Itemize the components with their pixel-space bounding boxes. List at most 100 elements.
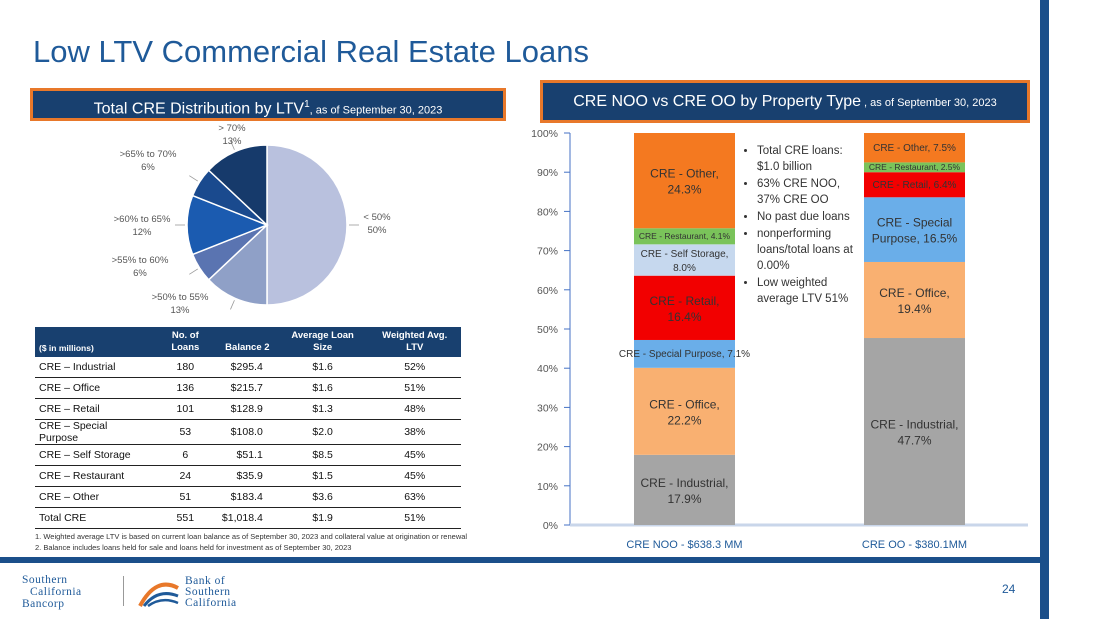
y-tick-label: 10% xyxy=(537,481,558,493)
pie-label: < 50% xyxy=(363,212,391,223)
pie-pct-label: 12% xyxy=(132,227,152,238)
table-row: CRE – Special Purpose 53 $108.0 $2.0 38% xyxy=(35,419,461,445)
table-row: CRE – Retail 101 $128.9 $1.3 48% xyxy=(35,398,461,420)
pie-slice xyxy=(186,194,270,256)
bar-segment-value: 24.3% xyxy=(667,183,701,197)
table-row: CRE – Industrial 180 $295.4 $1.6 52% xyxy=(35,357,461,378)
bottom-accent-bar xyxy=(0,557,1049,563)
pie-label: >60% to 65% xyxy=(114,214,171,225)
table-cell: $1.9 xyxy=(276,507,369,529)
pie-pct-label: 50% xyxy=(367,225,387,236)
bar-segment-label: CRE - Office, xyxy=(649,397,719,411)
bar-segment-label: CRE - Other, xyxy=(650,167,719,181)
pie-pct-label: 6% xyxy=(133,268,147,279)
table-cell: $2.0 xyxy=(276,419,369,445)
table-cell: CRE – Industrial xyxy=(35,357,153,378)
bar-segment-label: CRE - Industrial, xyxy=(640,476,728,490)
bar-banner-date: , as of September 30, 2023 xyxy=(861,97,997,109)
table-cell: $215.7 xyxy=(217,377,277,399)
y-tick-label: 80% xyxy=(537,206,558,218)
logo-right-line-3: California xyxy=(185,597,237,609)
logo-separator xyxy=(123,576,124,606)
table-cell: CRE – Retail xyxy=(35,398,153,420)
pie-slice xyxy=(207,223,268,306)
bar-segment-label: CRE - Other, 7.5% xyxy=(873,143,956,154)
table-cell: CRE – Special Purpose xyxy=(35,419,153,445)
bar-segment-value: 8.0% xyxy=(673,263,696,274)
pie-leader-line xyxy=(189,268,198,275)
bar-segment xyxy=(864,338,965,525)
table-cell: 45% xyxy=(368,444,461,466)
footnote-1: 1. Weighted average LTV is based on curr… xyxy=(35,532,468,541)
logo-left-line-1: Southern xyxy=(22,574,68,586)
table-cell: $128.9 xyxy=(217,398,277,420)
table-header-cell: Weighted Avg. LTV xyxy=(368,327,461,357)
logo-right-line-1: Bank of xyxy=(185,575,226,587)
table-cell: $183.4 xyxy=(217,486,277,508)
pie-banner-footnote-ref: 1 xyxy=(304,99,310,110)
table-cell: CRE – Self Storage xyxy=(35,444,153,466)
logo-left-line-3: Bancorp xyxy=(22,598,65,610)
bar-segment xyxy=(634,454,735,525)
bar-segment-value: 17.9% xyxy=(667,492,701,506)
table-cell: 136 xyxy=(152,377,218,399)
pie-section-banner: Total CRE Distribution by LTV1, as of Se… xyxy=(30,88,506,121)
table-cell: 101 xyxy=(152,398,218,420)
bar-segment xyxy=(634,367,735,455)
pie-label: >50% to 55% xyxy=(152,292,209,303)
pie-banner-title: Total CRE Distribution by LTV xyxy=(93,100,305,118)
pie-pct-label: 13% xyxy=(170,305,190,316)
right-accent-bar xyxy=(1040,0,1049,619)
table-cell: 51 xyxy=(152,486,218,508)
table-cell: CRE – Office xyxy=(35,377,153,399)
table-cell: CRE – Other xyxy=(35,486,153,508)
table-cell: 551 xyxy=(152,507,218,529)
table-cell: $1.5 xyxy=(276,465,369,487)
pie-leader-line xyxy=(230,140,235,150)
table-row: CRE – Restaurant 24 $35.9 $1.5 45% xyxy=(35,465,461,487)
table-cell: $8.5 xyxy=(276,444,369,466)
note-item: 63% CRE NOO, 37% CRE OO xyxy=(757,176,855,208)
bar-segment xyxy=(634,228,735,245)
bar-segment xyxy=(634,244,735,276)
bar-banner-title: CRE NOO vs CRE OO by Property Type xyxy=(573,93,861,110)
pie-pct-label: 6% xyxy=(141,162,155,173)
table-cell: 24 xyxy=(152,465,218,487)
bar-segment xyxy=(864,133,965,163)
table-row: CRE – Other 51 $183.4 $3.6 63% xyxy=(35,486,461,508)
pie-label: >55% to 60% xyxy=(112,255,169,266)
table-header-row: ($ in millions) No. of Loans Balance 2 Aver… xyxy=(35,327,461,357)
table-cell: $1.6 xyxy=(276,357,369,378)
table-row: CRE – Self Storage 6 $51.1 $8.5 45% xyxy=(35,444,461,466)
bar-segment-value: 22.2% xyxy=(667,413,701,427)
bar-segment xyxy=(634,133,735,229)
bar-segment-value: 16.4% xyxy=(667,310,701,324)
table-header-cell: No. of Loans xyxy=(152,327,218,357)
y-tick-label: 0% xyxy=(543,520,558,532)
pie-label: > 70% xyxy=(218,123,246,134)
pie-leader-line xyxy=(230,300,235,310)
y-tick-label: 90% xyxy=(537,167,558,179)
table-cell: CRE – Restaurant xyxy=(35,465,153,487)
table-header-cell: Average Loan Size xyxy=(276,327,369,357)
bar-segment xyxy=(634,275,735,340)
bank-arc-logo-icon xyxy=(138,582,179,608)
table-cell: $3.6 xyxy=(276,486,369,508)
table-cell: $295.4 xyxy=(217,357,277,378)
pie-slice xyxy=(266,144,348,306)
page-title: Low LTV Commercial Real Estate Loans xyxy=(33,34,589,69)
table-cell: 45% xyxy=(368,465,461,487)
note-item: Low weighted average LTV 51% xyxy=(757,275,855,307)
y-tick-label: 20% xyxy=(537,442,558,454)
pie-banner-date: , as of September 30, 2023 xyxy=(309,104,443,117)
table-cell: 180 xyxy=(152,357,218,378)
table-cell: 48% xyxy=(368,398,461,420)
notes-list: Total CRE loans: $1.0 billion63% CRE NOO… xyxy=(745,143,855,307)
bar-segment-label: CRE - Restaurant, 2.5% xyxy=(869,162,961,172)
note-item: Total CRE loans: $1.0 billion xyxy=(757,143,855,175)
bar-segment-label: CRE - Retail, xyxy=(649,294,719,308)
table-cell: $1.6 xyxy=(276,377,369,399)
y-tick-label: 60% xyxy=(537,285,558,297)
bar-segment xyxy=(864,162,965,173)
